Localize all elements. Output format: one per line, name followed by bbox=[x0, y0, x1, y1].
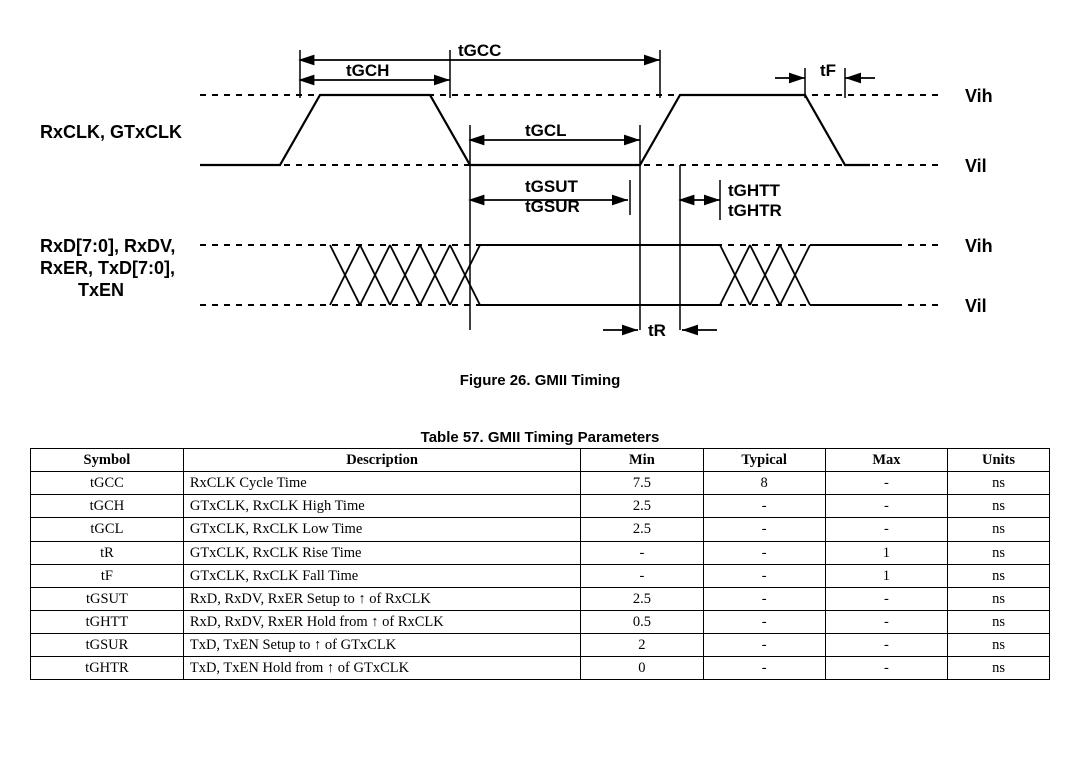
cell-desc: GTxCLK, RxCLK Fall Time bbox=[183, 564, 580, 587]
cell-value: - bbox=[703, 541, 825, 564]
cell-symbol: tGCL bbox=[31, 518, 184, 541]
table-row: tGHTRTxD, TxEN Hold from ↑ of GTxCLK0--n… bbox=[31, 657, 1050, 680]
cell-value: 2 bbox=[581, 634, 703, 657]
cell-value: ns bbox=[948, 541, 1050, 564]
cell-value: - bbox=[825, 518, 947, 541]
cell-value: - bbox=[825, 657, 947, 680]
cell-desc: GTxCLK, RxCLK High Time bbox=[183, 495, 580, 518]
col-header: Typical bbox=[703, 449, 825, 472]
cell-value: 0.5 bbox=[581, 610, 703, 633]
cell-value: - bbox=[825, 610, 947, 633]
cell-value: - bbox=[703, 495, 825, 518]
col-header: Min bbox=[581, 449, 703, 472]
cell-symbol: tGCH bbox=[31, 495, 184, 518]
cell-symbol: tGHTR bbox=[31, 657, 184, 680]
cell-desc: TxD, TxEN Setup to ↑ of GTxCLK bbox=[183, 634, 580, 657]
tGHTR-label: tGHTR bbox=[728, 201, 782, 220]
figure-caption: Figure 26. GMII Timing bbox=[20, 372, 1060, 389]
cell-symbol: tF bbox=[31, 564, 184, 587]
cell-value: 8 bbox=[703, 472, 825, 495]
timing-svg: Vih Vil RxCLK, GTxCLK tGCC tGCH tF tGCL … bbox=[30, 20, 1030, 360]
cell-value: - bbox=[703, 564, 825, 587]
cell-desc: RxCLK Cycle Time bbox=[183, 472, 580, 495]
cell-value: - bbox=[703, 634, 825, 657]
cell-value: - bbox=[825, 634, 947, 657]
cell-value: - bbox=[825, 495, 947, 518]
signal1-label: RxCLK, GTxCLK bbox=[40, 122, 182, 142]
signal2-l1: RxD[7:0], RxDV, bbox=[40, 236, 175, 256]
cell-value: 7.5 bbox=[581, 472, 703, 495]
table-row: tGCCRxCLK Cycle Time7.58-ns bbox=[31, 472, 1050, 495]
cell-value: - bbox=[703, 610, 825, 633]
cell-value: 0 bbox=[581, 657, 703, 680]
tGCC-label: tGCC bbox=[458, 41, 501, 60]
table-row: tGSUTRxD, RxDV, RxER Setup to ↑ of RxCLK… bbox=[31, 587, 1050, 610]
table-caption: Table 57. GMII Timing Parameters bbox=[20, 429, 1060, 446]
vil-1: Vil bbox=[965, 156, 987, 176]
tGSUT-label: tGSUT bbox=[525, 177, 579, 196]
cell-value: - bbox=[581, 564, 703, 587]
col-header: Units bbox=[948, 449, 1050, 472]
cell-value: - bbox=[825, 472, 947, 495]
timing-table: SymbolDescriptionMinTypicalMaxUnits tGCC… bbox=[30, 448, 1050, 680]
cell-symbol: tGCC bbox=[31, 472, 184, 495]
signal2-l3: TxEN bbox=[78, 280, 124, 300]
tR-label: tR bbox=[648, 321, 666, 340]
cell-desc: RxD, RxDV, RxER Hold from ↑ of RxCLK bbox=[183, 610, 580, 633]
vih-1: Vih bbox=[965, 86, 993, 106]
cell-desc: GTxCLK, RxCLK Low Time bbox=[183, 518, 580, 541]
cell-desc: RxD, RxDV, RxER Setup to ↑ of RxCLK bbox=[183, 587, 580, 610]
tGHTT-label: tGHTT bbox=[728, 181, 781, 200]
tGCL-label: tGCL bbox=[525, 121, 567, 140]
table-row: tRGTxCLK, RxCLK Rise Time--1ns bbox=[31, 541, 1050, 564]
cell-value: ns bbox=[948, 587, 1050, 610]
cell-value: ns bbox=[948, 472, 1050, 495]
cell-symbol: tGHTT bbox=[31, 610, 184, 633]
cell-value: ns bbox=[948, 495, 1050, 518]
col-header: Symbol bbox=[31, 449, 184, 472]
cell-desc: TxD, TxEN Hold from ↑ of GTxCLK bbox=[183, 657, 580, 680]
cell-value: 2.5 bbox=[581, 518, 703, 541]
cell-desc: GTxCLK, RxCLK Rise Time bbox=[183, 541, 580, 564]
cell-value: - bbox=[703, 657, 825, 680]
cell-value: - bbox=[581, 541, 703, 564]
table-row: tGCHGTxCLK, RxCLK High Time2.5--ns bbox=[31, 495, 1050, 518]
cell-value: 1 bbox=[825, 541, 947, 564]
table-row: tGCLGTxCLK, RxCLK Low Time2.5--ns bbox=[31, 518, 1050, 541]
cell-value: 1 bbox=[825, 564, 947, 587]
col-header: Description bbox=[183, 449, 580, 472]
col-header: Max bbox=[825, 449, 947, 472]
tF-label: tF bbox=[820, 61, 836, 80]
cell-value: ns bbox=[948, 657, 1050, 680]
table-row: tGSURTxD, TxEN Setup to ↑ of GTxCLK2--ns bbox=[31, 634, 1050, 657]
cell-symbol: tR bbox=[31, 541, 184, 564]
cell-symbol: tGSUR bbox=[31, 634, 184, 657]
cell-symbol: tGSUT bbox=[31, 587, 184, 610]
cell-value: 2.5 bbox=[581, 495, 703, 518]
cell-value: ns bbox=[948, 564, 1050, 587]
table-row: tGHTTRxD, RxDV, RxER Hold from ↑ of RxCL… bbox=[31, 610, 1050, 633]
table-row: tFGTxCLK, RxCLK Fall Time--1ns bbox=[31, 564, 1050, 587]
tGCH-label: tGCH bbox=[346, 61, 389, 80]
tGSUR-label: tGSUR bbox=[525, 197, 580, 216]
cell-value: ns bbox=[948, 518, 1050, 541]
vih-2: Vih bbox=[965, 236, 993, 256]
cell-value: - bbox=[825, 587, 947, 610]
cell-value: ns bbox=[948, 634, 1050, 657]
cell-value: ns bbox=[948, 610, 1050, 633]
cell-value: 2.5 bbox=[581, 587, 703, 610]
vil-2: Vil bbox=[965, 296, 987, 316]
timing-diagram: Vih Vil RxCLK, GTxCLK tGCC tGCH tF tGCL … bbox=[20, 20, 1060, 366]
cell-value: - bbox=[703, 518, 825, 541]
cell-value: - bbox=[703, 587, 825, 610]
signal2-l2: RxER, TxD[7:0], bbox=[40, 258, 175, 278]
